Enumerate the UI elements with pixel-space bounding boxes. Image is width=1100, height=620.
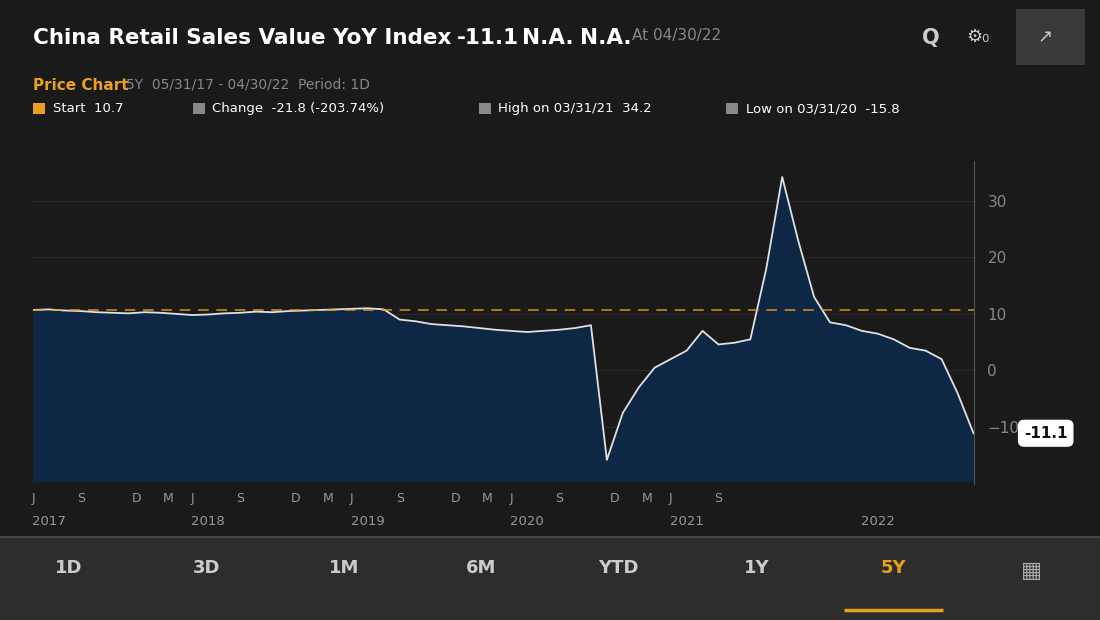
Text: 2018: 2018 — [191, 515, 225, 528]
Text: J: J — [509, 492, 513, 505]
Text: Start  10.7: Start 10.7 — [53, 102, 123, 115]
Text: 3D: 3D — [192, 559, 220, 577]
Text: 5Y: 5Y — [881, 559, 906, 577]
Text: China Retail Sales Value YoY Index: China Retail Sales Value YoY Index — [33, 28, 451, 48]
Text: -11.1: -11.1 — [456, 28, 518, 48]
Text: At 04/30/22: At 04/30/22 — [632, 28, 722, 43]
Text: 1M: 1M — [329, 559, 359, 577]
Text: ⚙₀: ⚙₀ — [966, 28, 989, 46]
Text: S: S — [556, 492, 563, 505]
Text: M: M — [641, 492, 652, 505]
Text: 2017: 2017 — [32, 515, 66, 528]
Text: S: S — [396, 492, 404, 505]
Text: D: D — [451, 492, 460, 505]
Text: 2022: 2022 — [861, 515, 894, 528]
Text: Q: Q — [922, 28, 939, 48]
Text: S: S — [714, 492, 723, 505]
Text: ↗: ↗ — [1037, 28, 1053, 46]
Text: Low on 03/31/20  -15.8: Low on 03/31/20 -15.8 — [746, 102, 900, 115]
Text: 2019: 2019 — [351, 515, 385, 528]
Text: 2020: 2020 — [510, 515, 544, 528]
Text: N.A.: N.A. — [580, 28, 631, 48]
Text: S: S — [77, 492, 85, 505]
Text: 2021: 2021 — [670, 515, 704, 528]
Text: D: D — [132, 492, 142, 505]
Text: 6M: 6M — [466, 559, 496, 577]
Text: J: J — [350, 492, 353, 505]
Text: J: J — [669, 492, 672, 505]
Text: N.A.: N.A. — [522, 28, 574, 48]
Text: J: J — [190, 492, 195, 505]
Text: Price Chart: Price Chart — [33, 78, 129, 92]
Text: M: M — [322, 492, 333, 505]
Text: ▦: ▦ — [1021, 562, 1042, 582]
Text: M: M — [163, 492, 174, 505]
Text: -11.1: -11.1 — [977, 426, 1067, 441]
Text: YTD: YTD — [598, 559, 639, 577]
Text: J: J — [31, 492, 35, 505]
Text: 1D: 1D — [55, 559, 82, 577]
Text: 1Y: 1Y — [744, 559, 769, 577]
Text: 5Y  05/31/17 - 04/30/22  Period: 1D: 5Y 05/31/17 - 04/30/22 Period: 1D — [126, 78, 371, 92]
Text: D: D — [292, 492, 300, 505]
Text: High on 03/31/21  34.2: High on 03/31/21 34.2 — [498, 102, 652, 115]
Text: M: M — [482, 492, 493, 505]
Text: Change  -21.8 (-203.74%): Change -21.8 (-203.74%) — [212, 102, 384, 115]
Text: D: D — [610, 492, 619, 505]
Text: S: S — [236, 492, 244, 505]
